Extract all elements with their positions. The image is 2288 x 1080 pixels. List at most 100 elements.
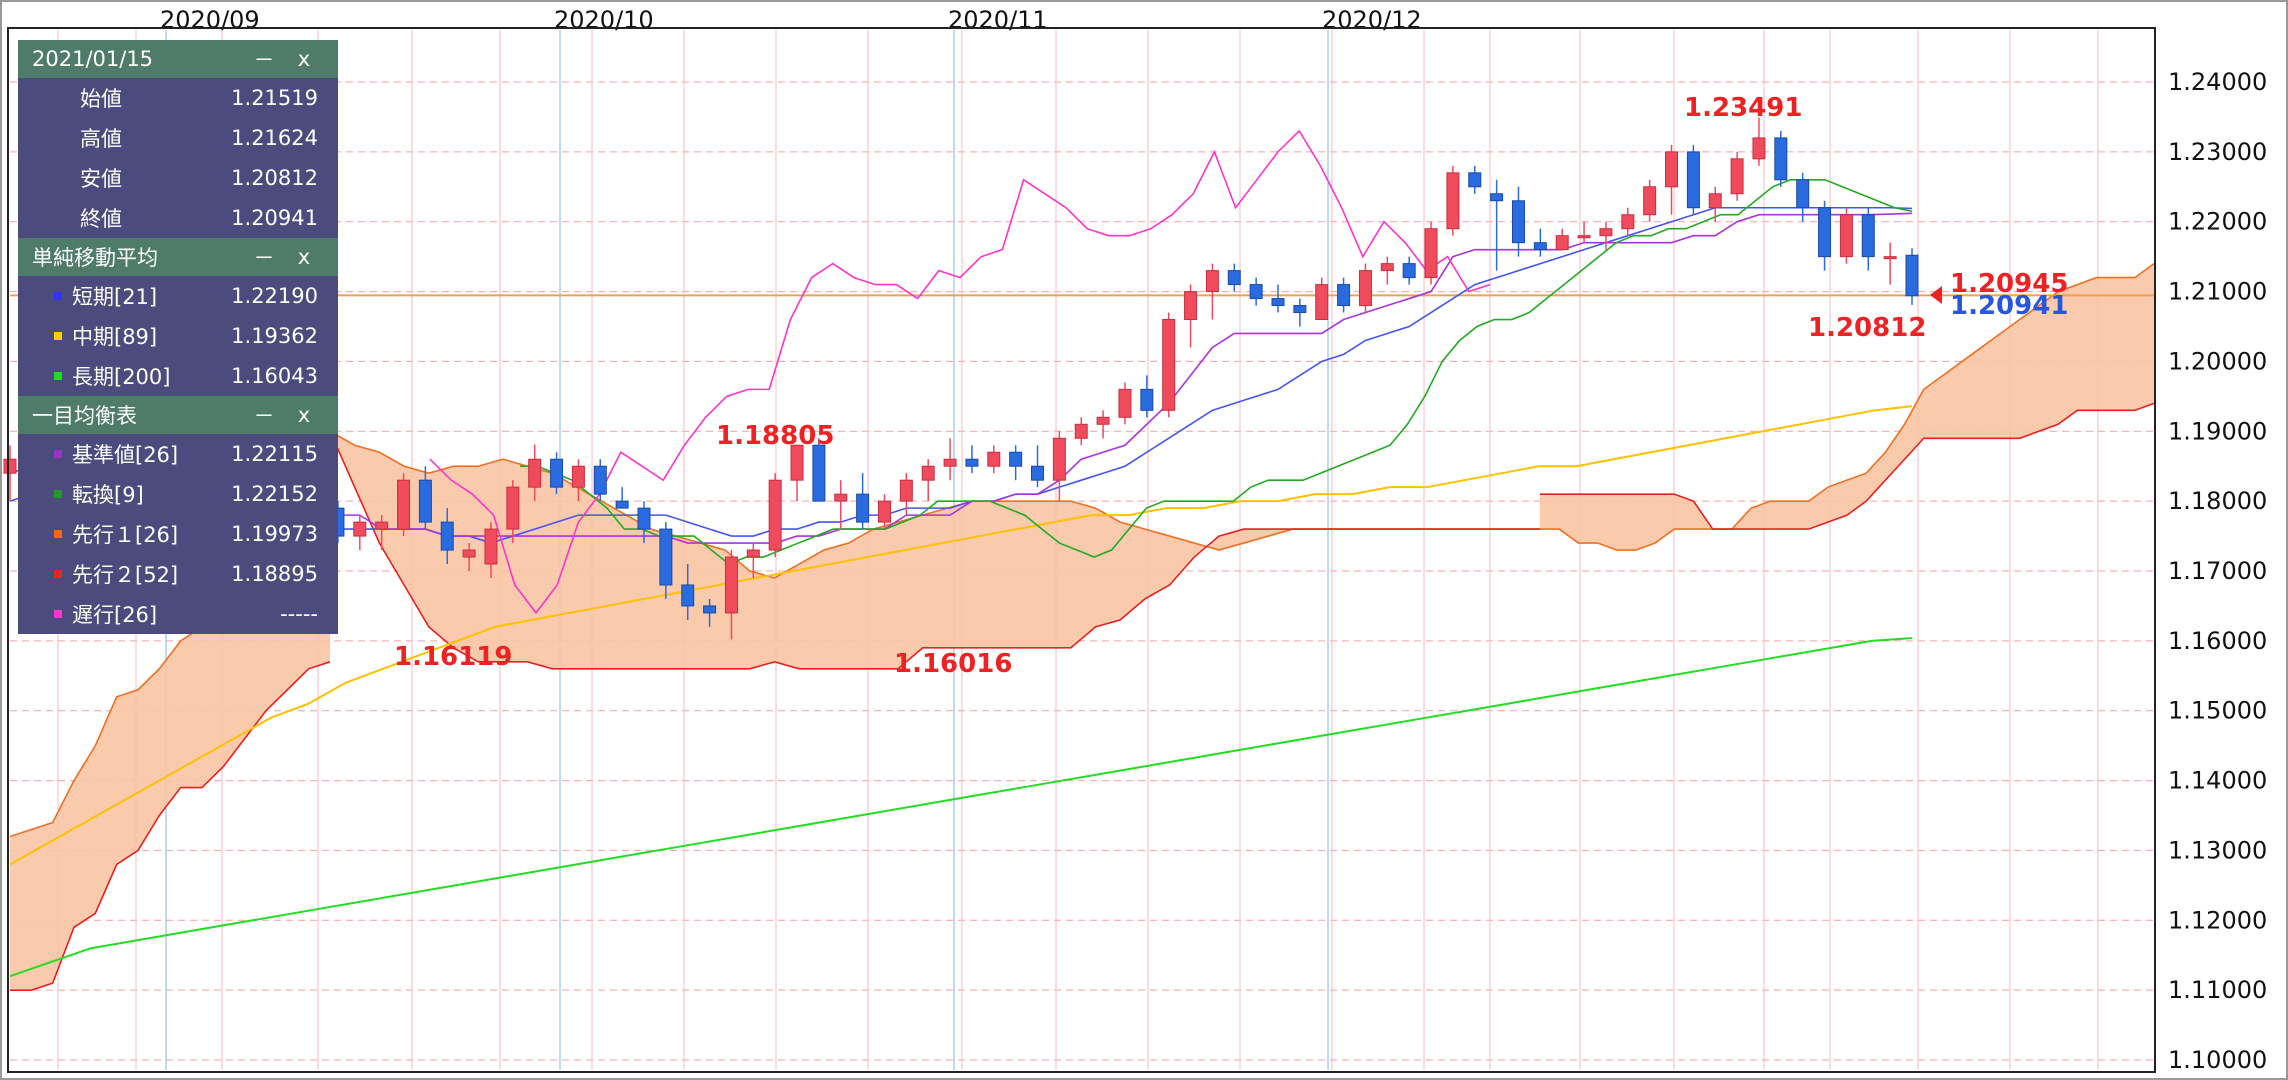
close-button[interactable]: x	[297, 403, 311, 427]
candle-body	[593, 465, 607, 495]
ichimoku-panel-title: 一目均衡表	[32, 404, 137, 428]
ohlc-panel: 2021/01/15 － x 始値 1.21519 高値 1.21624 安値 1.2…	[18, 40, 338, 634]
candle-body	[877, 500, 891, 523]
candle-body	[834, 493, 848, 502]
candle-body	[1446, 172, 1460, 230]
plot-frame	[7, 27, 2156, 1073]
sma-label: 短期[21]	[72, 285, 158, 309]
candle-body	[528, 458, 542, 488]
ichimoku-row-senkou1: 先行１[26] 1.19973	[18, 514, 338, 554]
cloud-future-fill	[1540, 263, 2154, 551]
y-tick-label: 1.21000	[2168, 278, 2267, 306]
close-button[interactable]: x	[297, 47, 311, 71]
legend-swatch	[54, 450, 62, 458]
y-tick-label: 1.15000	[2168, 697, 2267, 725]
sma-row-long: 長期[200] 1.16043	[18, 356, 338, 396]
y-tick-label: 1.17000	[2168, 557, 2267, 585]
ohlc-label: 終値	[80, 207, 122, 231]
bid-label: 1.20945	[1950, 269, 2068, 299]
candle-body	[1205, 270, 1219, 293]
candle-body	[1533, 242, 1547, 251]
y-tick-label: 1.23000	[2168, 138, 2267, 166]
candle-body	[1074, 423, 1088, 439]
legend-swatch	[54, 332, 62, 340]
candle-body	[746, 549, 760, 558]
legend-swatch	[54, 292, 62, 300]
candle-body	[1861, 214, 1875, 258]
candle-body	[1009, 451, 1023, 467]
candle-body	[1118, 388, 1132, 418]
minimize-button[interactable]: －	[253, 404, 275, 428]
grid: 1.24000 1.23000 1.22000 1.21000 1.20000 1.190…	[10, 6, 2267, 1074]
candle-body	[1665, 151, 1679, 188]
candle-body	[1839, 214, 1853, 258]
senkou-b-line	[10, 661, 331, 991]
close-label: 1.20941	[1950, 291, 2068, 321]
ohlc-value: 1.21519	[231, 86, 318, 110]
candle-body	[1686, 151, 1700, 209]
legend-swatch	[54, 610, 62, 618]
candle-body	[1358, 270, 1372, 307]
ichimoku-value: 1.18895	[231, 562, 318, 586]
close-button[interactable]: x	[297, 245, 311, 269]
y-tick-label: 1.16000	[2168, 627, 2267, 655]
candle-body	[1555, 235, 1569, 251]
candle-body	[1184, 291, 1198, 321]
senkou-b-line	[1540, 402, 2155, 530]
candle-body	[1293, 305, 1307, 314]
ichimoku-label: 転換[9]	[72, 483, 144, 507]
ichimoku-label: 遅行[26]	[72, 603, 158, 627]
candle-body	[637, 507, 651, 530]
sma-panel-title: 単純移動平均	[32, 246, 158, 270]
y-tick-label: 1.20000	[2168, 347, 2267, 375]
candle-body	[790, 444, 804, 481]
candle-body	[812, 444, 826, 502]
candle-body	[1708, 193, 1722, 209]
candle-body	[375, 521, 389, 530]
y-tick-label: 1.13000	[2168, 836, 2267, 864]
ichimoku-label: 先行１[26]	[72, 523, 179, 547]
senkou-b-line	[329, 430, 1540, 670]
legend-swatch	[54, 570, 62, 578]
candle-body	[571, 465, 585, 488]
candle-body	[550, 458, 564, 488]
candle-body	[1818, 207, 1832, 258]
ohlc-value: 1.20812	[231, 166, 318, 190]
legend-swatch	[54, 490, 62, 498]
ohlc-row-low: 安値 1.20812	[18, 158, 338, 198]
ichimoku-row-chikou: 遅行[26] -----	[18, 594, 338, 634]
cloud-mid-fill	[330, 431, 1540, 669]
minimize-button[interactable]: －	[253, 48, 275, 72]
minimize-button[interactable]: －	[253, 246, 275, 270]
candle-body	[3, 458, 17, 474]
candle-body	[615, 500, 629, 509]
ichimoku-value: 1.22152	[231, 482, 318, 506]
sma-value: 1.16043	[231, 364, 318, 388]
oct-high-label: 1.18805	[716, 421, 834, 451]
ohlc-row-close: 終値 1.20941	[18, 198, 338, 238]
sma-value: 1.19362	[231, 324, 318, 348]
month-label: 2020/12	[1322, 6, 1422, 34]
ohlc-label: 高値	[80, 127, 122, 151]
y-tick-label: 1.18000	[2168, 487, 2267, 515]
sma-row-mid: 中期[89] 1.19362	[18, 316, 338, 356]
candle-body	[1511, 200, 1525, 244]
candle-body	[1380, 263, 1394, 272]
sma-row-short: 短期[21] 1.22190	[18, 276, 338, 316]
month-label: 2020/09	[160, 6, 260, 34]
candle-body	[484, 528, 498, 565]
high-label: 1.23491	[1684, 93, 1802, 123]
ichimoku-value: 1.22115	[231, 442, 318, 466]
candle-body	[418, 479, 432, 523]
ohlc-label: 安値	[80, 167, 122, 191]
candle-body	[1796, 179, 1810, 209]
candle-body	[921, 465, 935, 481]
candle-body	[506, 486, 520, 530]
sma-long-line	[9, 637, 1913, 978]
price-marker-icon	[1930, 286, 1942, 304]
candle-body	[1490, 193, 1504, 202]
candle-body	[353, 521, 367, 537]
ichimoku-row-senkou2: 先行２[52] 1.18895	[18, 554, 338, 594]
ohlc-panel-header: 2021/01/15 － x	[18, 40, 338, 78]
